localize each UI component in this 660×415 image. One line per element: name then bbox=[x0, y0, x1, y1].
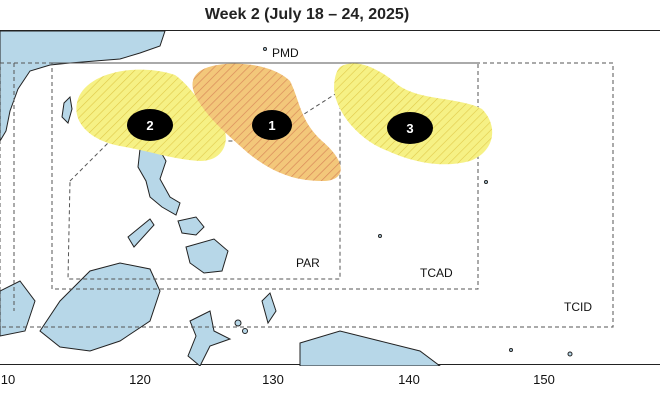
markers: 1 2 3 bbox=[127, 109, 433, 144]
tcid-boundary bbox=[0, 62, 614, 328]
island-e bbox=[509, 348, 513, 352]
land-sulawesi bbox=[187, 310, 232, 366]
area-1-marker bbox=[252, 110, 292, 140]
map-title: Week 2 (July 18 – 24, 2025) bbox=[204, 6, 410, 23]
land-new-guinea bbox=[299, 330, 441, 366]
pmd-label: PMD bbox=[272, 46, 299, 60]
x-tick-label: 140 bbox=[398, 372, 420, 387]
land-visayas bbox=[177, 216, 205, 236]
land-borneo bbox=[39, 262, 161, 352]
island-g bbox=[263, 47, 267, 51]
island-c bbox=[378, 234, 382, 238]
x-tick-label: 120 bbox=[129, 372, 151, 387]
map-frame: PMD PAR TCAD TCID 1 2 3 bbox=[0, 30, 660, 366]
land-taiwan bbox=[61, 95, 73, 124]
land-indochina bbox=[0, 280, 36, 337]
island-d bbox=[484, 180, 488, 184]
land-mindanao bbox=[185, 238, 229, 274]
land-palawan bbox=[127, 218, 155, 248]
tcad-label: TCAD bbox=[420, 266, 453, 280]
area-3-label: 3 bbox=[406, 121, 413, 136]
map-canvas: PMD PAR TCAD TCID 1 2 3 bbox=[0, 31, 614, 366]
area-1-label: 1 bbox=[268, 118, 275, 133]
area-3-marker bbox=[387, 112, 433, 144]
land-asia-mainland bbox=[0, 31, 166, 142]
land-halmahera bbox=[261, 292, 277, 325]
land-luzon bbox=[137, 146, 181, 216]
land-layer bbox=[0, 31, 573, 366]
par-label: PAR bbox=[296, 256, 320, 270]
x-tick-label: 130 bbox=[262, 372, 284, 387]
area-2-marker bbox=[127, 109, 173, 141]
x-tick-label: 150 bbox=[533, 372, 555, 387]
island-a bbox=[234, 319, 242, 327]
island-b bbox=[242, 328, 248, 334]
area-2-label: 2 bbox=[146, 118, 153, 133]
tcad-boundary bbox=[51, 62, 479, 290]
tcid-label: TCID bbox=[564, 300, 592, 314]
x-tick-label: 10 bbox=[0, 372, 16, 387]
island-f bbox=[567, 351, 573, 357]
